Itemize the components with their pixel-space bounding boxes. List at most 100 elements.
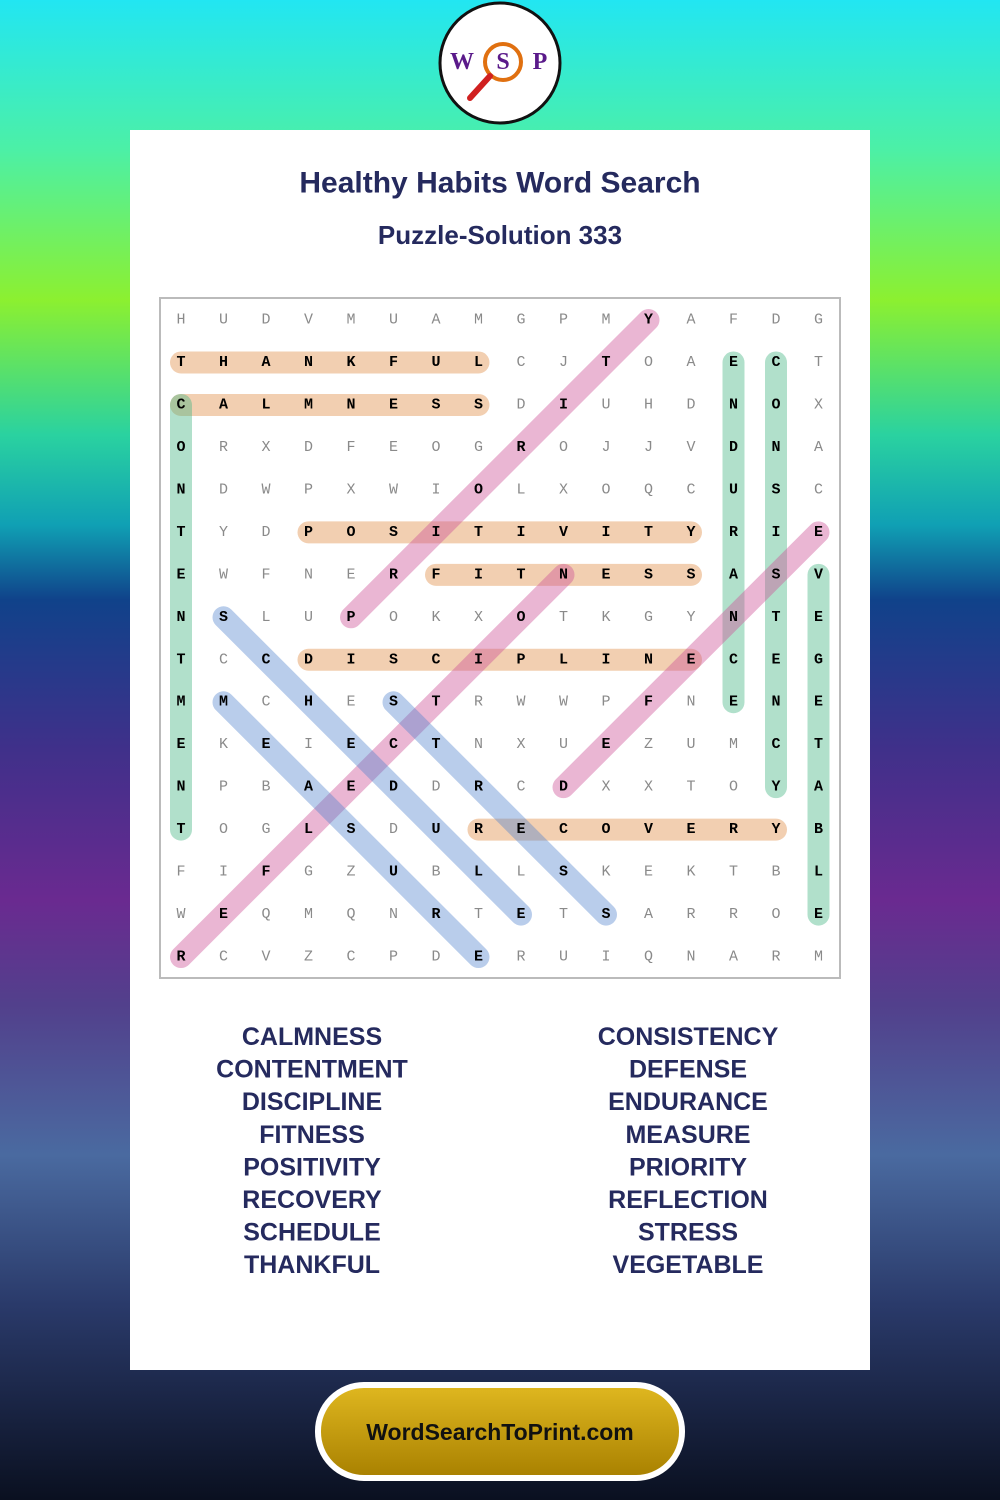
grid-letter: W bbox=[516, 694, 525, 711]
grid-letter: L bbox=[516, 481, 525, 498]
footer-site[interactable]: WordSearchToPrint.com bbox=[366, 1419, 634, 1445]
grid-letter: C bbox=[559, 821, 568, 838]
grid-letter: O bbox=[601, 821, 610, 838]
grid-letter: T bbox=[771, 609, 780, 626]
grid-letter: C bbox=[771, 354, 780, 371]
grid-letter: P bbox=[516, 651, 525, 668]
grid-letter: U bbox=[304, 609, 313, 626]
grid-letter: T bbox=[431, 694, 440, 711]
highlights bbox=[170, 309, 830, 969]
footer-button[interactable] bbox=[315, 1382, 685, 1481]
grid-letter: D bbox=[304, 439, 313, 456]
grid-letter: W bbox=[559, 694, 568, 711]
grid-letter: T bbox=[176, 651, 185, 668]
grid-letter: E bbox=[771, 651, 780, 668]
grid-letter: H bbox=[304, 694, 313, 711]
grid-letter: B bbox=[261, 779, 270, 796]
grid-letter: E bbox=[601, 566, 610, 583]
logo-letter: W bbox=[450, 49, 474, 75]
grid-letter: V bbox=[559, 524, 568, 541]
grid-letter: M bbox=[601, 312, 610, 329]
grid-letter: M bbox=[346, 312, 355, 329]
grid-letter: Y bbox=[686, 609, 695, 626]
grid-letter: Q bbox=[346, 906, 355, 923]
grid-letter: T bbox=[474, 906, 483, 923]
grid-letter: F bbox=[261, 566, 270, 583]
grid-letter: R bbox=[686, 906, 695, 923]
grid-letter: T bbox=[686, 779, 695, 796]
grid-letter: G bbox=[261, 821, 270, 838]
grid-border bbox=[159, 297, 841, 979]
grid-letter: O bbox=[771, 396, 780, 413]
grid-letter: S bbox=[219, 609, 228, 626]
grid-letter: K bbox=[431, 609, 440, 626]
grid-letter: O bbox=[771, 906, 780, 923]
grid-letter: K bbox=[601, 864, 610, 881]
grid-letter: D bbox=[431, 949, 440, 966]
grid-letter: A bbox=[814, 779, 823, 796]
grid-letter: E bbox=[686, 651, 695, 668]
grid-letter: S bbox=[644, 566, 653, 583]
grid-letter: U bbox=[559, 736, 568, 753]
grid-letter: S bbox=[474, 396, 483, 413]
grid-letter: F bbox=[176, 864, 185, 881]
grid-letter: U bbox=[559, 949, 568, 966]
grid-letter: P bbox=[559, 312, 568, 329]
grid-letter: M bbox=[814, 949, 823, 966]
grid-letter: E bbox=[814, 906, 823, 923]
grid-letter: C bbox=[431, 651, 440, 668]
grid-letter: E bbox=[389, 439, 398, 456]
grid-letter: V bbox=[304, 312, 313, 329]
grid-letter: X bbox=[644, 779, 653, 796]
word: FITNESS bbox=[259, 1121, 365, 1149]
grid-letter: H bbox=[644, 396, 653, 413]
grid-letter: G bbox=[474, 439, 483, 456]
grid-letter: X bbox=[559, 481, 568, 498]
grid-letter: R bbox=[729, 906, 738, 923]
grid-letter: R bbox=[516, 949, 525, 966]
answer-highlight bbox=[170, 563, 575, 969]
grid-letter: M bbox=[474, 312, 483, 329]
grid-letter: P bbox=[219, 779, 228, 796]
grid-letter: N bbox=[474, 736, 483, 753]
grid-letter: D bbox=[219, 481, 228, 498]
answer-highlight bbox=[552, 521, 830, 799]
grid-letter: C bbox=[771, 736, 780, 753]
grid-letter: A bbox=[686, 354, 695, 371]
grid-letter: E bbox=[346, 779, 355, 796]
grid-letter: R bbox=[729, 524, 738, 541]
grid-letter: I bbox=[346, 651, 355, 668]
grid-letter: L bbox=[814, 864, 823, 881]
grid-letter: W bbox=[176, 906, 185, 923]
grid-letter: R bbox=[474, 821, 483, 838]
grid-letter: Y bbox=[771, 779, 780, 796]
grid-letter: R bbox=[176, 949, 185, 966]
grid-letter: P bbox=[304, 481, 313, 498]
grid-letter: C bbox=[516, 779, 525, 796]
grid-letter: P bbox=[389, 949, 398, 966]
grid-letter: D bbox=[431, 779, 440, 796]
logo-circle bbox=[438, 1, 562, 125]
grid-letter: C bbox=[814, 481, 823, 498]
grid-letter: T bbox=[176, 524, 185, 541]
grid-letter: S bbox=[686, 566, 695, 583]
grid-letter: D bbox=[559, 779, 568, 796]
grid-letter: O bbox=[644, 354, 653, 371]
grid-letter: T bbox=[559, 906, 568, 923]
grid-letter: E bbox=[516, 821, 525, 838]
grid-letter: C bbox=[516, 354, 525, 371]
panel bbox=[130, 130, 870, 1370]
grid-letter: F bbox=[389, 354, 398, 371]
grid-letter: A bbox=[304, 779, 313, 796]
grid-letter: G bbox=[304, 864, 313, 881]
grid-letter: N bbox=[176, 481, 185, 498]
word: VEGETABLE bbox=[613, 1251, 764, 1279]
grid-letter: E bbox=[516, 906, 525, 923]
grid-letter: C bbox=[219, 949, 228, 966]
grid-letter: E bbox=[346, 566, 355, 583]
grid-letter: A bbox=[729, 566, 738, 583]
grid-letter: N bbox=[559, 566, 568, 583]
grid-letter: I bbox=[304, 736, 313, 753]
grid-letter: N bbox=[771, 439, 780, 456]
grid-letter: J bbox=[559, 354, 568, 371]
